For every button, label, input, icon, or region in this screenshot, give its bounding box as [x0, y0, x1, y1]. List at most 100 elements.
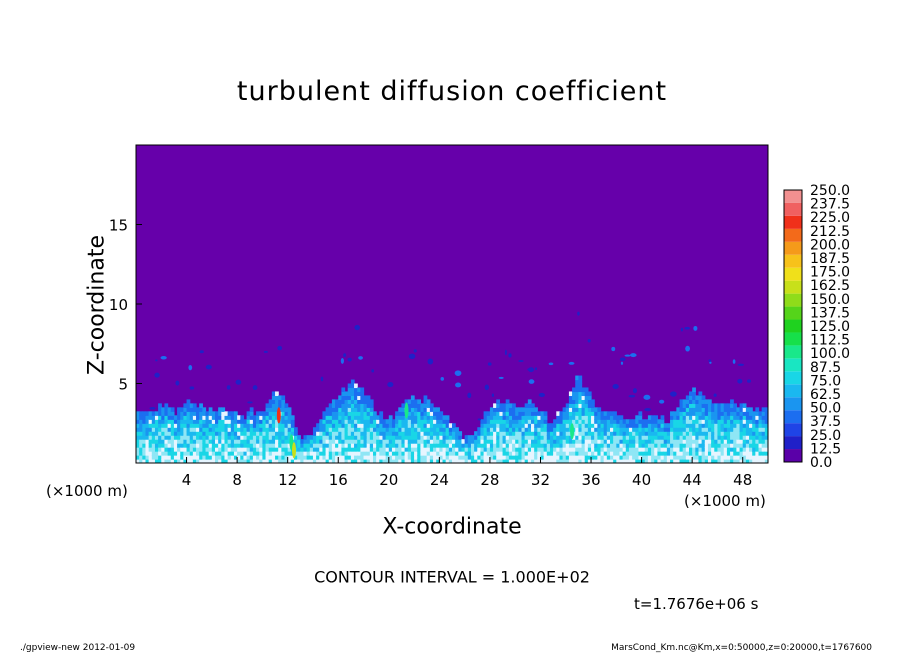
- field-cell: [243, 447, 248, 452]
- field-cell: [335, 455, 339, 460]
- field-cell: [622, 447, 627, 452]
- field-cell: [278, 419, 282, 424]
- field-cell: [177, 427, 181, 432]
- field-cell: [177, 431, 181, 436]
- field-cell: [196, 415, 200, 420]
- field-cell: [679, 407, 684, 412]
- field-cell: [521, 423, 526, 428]
- field-cell: [350, 395, 355, 400]
- field-cell: [366, 395, 371, 400]
- field-cell: [524, 411, 529, 416]
- field-cell: [240, 415, 245, 420]
- field-cell: [202, 447, 207, 452]
- field-cell: [139, 439, 143, 444]
- field-cell: [695, 447, 700, 452]
- field-cell: [373, 419, 377, 424]
- field-cell: [151, 431, 156, 436]
- field-cell: [717, 435, 722, 440]
- field-cell: [632, 443, 636, 448]
- field-cell: [610, 447, 614, 452]
- field-cell: [755, 455, 760, 460]
- field-cell: [761, 459, 766, 463]
- field-cell: [587, 419, 592, 424]
- field-cell: [676, 459, 681, 463]
- field-cell: [647, 451, 652, 456]
- field-cell: [726, 435, 731, 440]
- field-cell: [335, 443, 339, 448]
- field-cell: [170, 415, 175, 420]
- field-cell: [139, 431, 143, 436]
- field-cell: [654, 455, 658, 460]
- field-cell: [373, 415, 377, 420]
- x-tick-label: 24: [430, 471, 449, 489]
- field-cell: [164, 407, 169, 412]
- field-cell: [335, 431, 339, 436]
- field-cell: [281, 423, 286, 428]
- field-cell: [151, 411, 156, 416]
- field-cell: [268, 459, 273, 463]
- field-cell: [679, 455, 684, 460]
- field-cell: [265, 451, 270, 456]
- field-cell: [458, 455, 463, 460]
- colorbar-swatch: [784, 254, 802, 268]
- field-cell: [448, 427, 453, 432]
- field-cell: [335, 407, 339, 412]
- field-cell: [603, 447, 608, 452]
- field-cell: [587, 443, 592, 448]
- field-cell: [401, 407, 406, 412]
- field-cell: [369, 403, 374, 408]
- field-cell: [660, 423, 665, 428]
- field-cell: [720, 411, 725, 416]
- field-cell: [474, 459, 478, 463]
- field-cell: [714, 403, 719, 408]
- field-cell: [527, 431, 532, 436]
- field-cell: [268, 419, 273, 424]
- field-cell: [300, 447, 305, 452]
- field-cell: [331, 447, 336, 452]
- field-cell: [218, 427, 222, 432]
- field-cell: [243, 419, 248, 424]
- field-cell: [477, 455, 482, 460]
- field-cell: [486, 431, 491, 436]
- field-cell: [518, 447, 523, 452]
- field-cell: [502, 435, 507, 440]
- field-cell: [512, 439, 516, 444]
- turbulent-blob: [427, 358, 434, 365]
- field-cell: [335, 423, 339, 428]
- field-cell: [335, 419, 339, 424]
- field-cell: [268, 439, 273, 444]
- field-cell: [486, 415, 491, 420]
- field-cell: [641, 419, 646, 424]
- field-cell: [483, 459, 488, 463]
- field-cell: [439, 427, 444, 432]
- field-cell: [350, 411, 355, 416]
- field-cell: [414, 407, 418, 412]
- field-cell: [619, 447, 624, 452]
- field-cell: [316, 427, 320, 432]
- field-cell: [331, 423, 336, 428]
- field-cell: [730, 443, 734, 448]
- field-cell: [243, 435, 248, 440]
- field-cell: [508, 431, 513, 436]
- turbulent-blob: [713, 393, 717, 397]
- field-cell: [638, 451, 643, 456]
- field-cell: [177, 435, 181, 440]
- field-cell: [657, 451, 662, 456]
- field-cell: [271, 443, 276, 448]
- field-cell: [391, 459, 396, 463]
- field-cell: [227, 455, 232, 460]
- field-cell: [161, 415, 166, 420]
- field-cell: [319, 455, 324, 460]
- field-cell: [357, 455, 361, 460]
- field-cell: [692, 435, 696, 440]
- field-cell: [638, 443, 643, 448]
- colorbar-level-label: 75.0: [810, 373, 841, 389]
- field-cell: [758, 423, 763, 428]
- field-cell: [448, 451, 453, 456]
- field-cell: [401, 439, 406, 444]
- field-cell: [344, 411, 349, 416]
- field-cell: [246, 439, 251, 444]
- field-cell: [568, 443, 573, 448]
- turbulent-blob: [413, 349, 417, 353]
- field-cell: [354, 443, 358, 448]
